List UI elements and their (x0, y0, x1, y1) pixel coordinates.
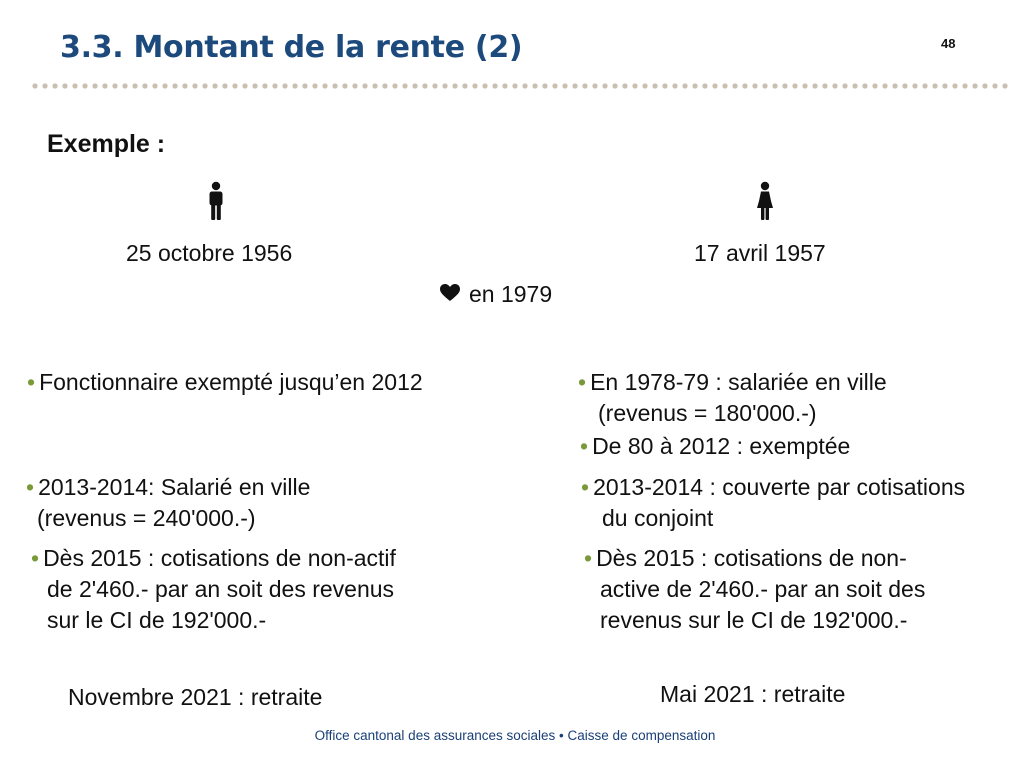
woman-item-2: • De 80 à 2012 : exemptée (580, 433, 850, 460)
man-item-2: • 2013-2014: Salarié en ville (26, 474, 310, 501)
woman-item-4-line-2: active de 2'460.- par an soit des (600, 576, 926, 602)
footer-left: Office cantonal des assurances sociales (314, 728, 556, 743)
footer: Office cantonal des assurances sociales … (0, 728, 1024, 743)
woman-retirement: Mai 2021 : retraite (660, 681, 846, 707)
footer-separator: • (559, 728, 564, 743)
man-item-3: • Dès 2015 : cotisations de non-actif (31, 545, 396, 572)
bullet-icon: • (27, 369, 36, 395)
bullet-icon: • (578, 369, 587, 395)
man-birth-date: 25 octobre 1956 (126, 240, 293, 266)
page-title: 3.3. Montant de la rente (2) (60, 30, 523, 65)
woman-item-1-line-1: En 1978-79 : salariée en ville (590, 369, 887, 395)
man-item-1-line-1: Fonctionnaire exempté jusqu’en 2012 (39, 369, 423, 395)
heart-icon (440, 284, 460, 301)
man-item-3-line-1: Dès 2015 : cotisations de non-actif (43, 545, 396, 571)
man-item-2-line-2: (revenus = 240'000.-) (37, 505, 256, 531)
woman-item-3: • 2013-2014 : couverte par cotisations (581, 474, 965, 501)
man-item-2-line-1: 2013-2014: Salarié en ville (38, 474, 311, 500)
woman-item-4: • Dès 2015 : cotisations de non- (584, 545, 907, 572)
bullet-icon: • (26, 474, 35, 500)
dotted-divider (30, 82, 1010, 90)
woman-birth-date: 17 avril 1957 (694, 240, 826, 266)
bullet-icon: • (31, 545, 40, 571)
woman-item-1-line-2: (revenus = 180'000.-) (598, 400, 817, 426)
woman-item-3-line-1: 2013-2014 : couverte par cotisations (593, 474, 966, 500)
bullet-icon: • (584, 545, 593, 571)
woman-item-3-line-2: du conjoint (602, 505, 714, 531)
bullet-icon: • (581, 474, 590, 500)
woman-icon (757, 181, 773, 220)
man-item-3-line-3: sur le CI de 192'000.- (47, 607, 267, 633)
man-item-1: • Fonctionnaire exempté jusqu’en 2012 (27, 369, 423, 396)
man-item-3-line-2: de 2'460.- par an soit des revenus (47, 576, 395, 602)
bullet-icon: • (580, 433, 589, 459)
woman-item-1: • En 1978-79 : salariée en ville (578, 369, 887, 396)
woman-item-2-line-1: De 80 à 2012 : exemptée (592, 433, 851, 459)
page-number: 48 (941, 36, 956, 51)
woman-item-4-line-3: revenus sur le CI de 192'000.- (600, 607, 908, 633)
example-label: Exemple : (47, 130, 166, 158)
footer-right: Caisse de compensation (567, 728, 716, 743)
marriage-text: en 1979 (469, 281, 553, 307)
man-icon (209, 181, 223, 220)
woman-item-4-line-1: Dès 2015 : cotisations de non- (596, 545, 907, 571)
man-retirement: Novembre 2021 : retraite (68, 684, 323, 710)
